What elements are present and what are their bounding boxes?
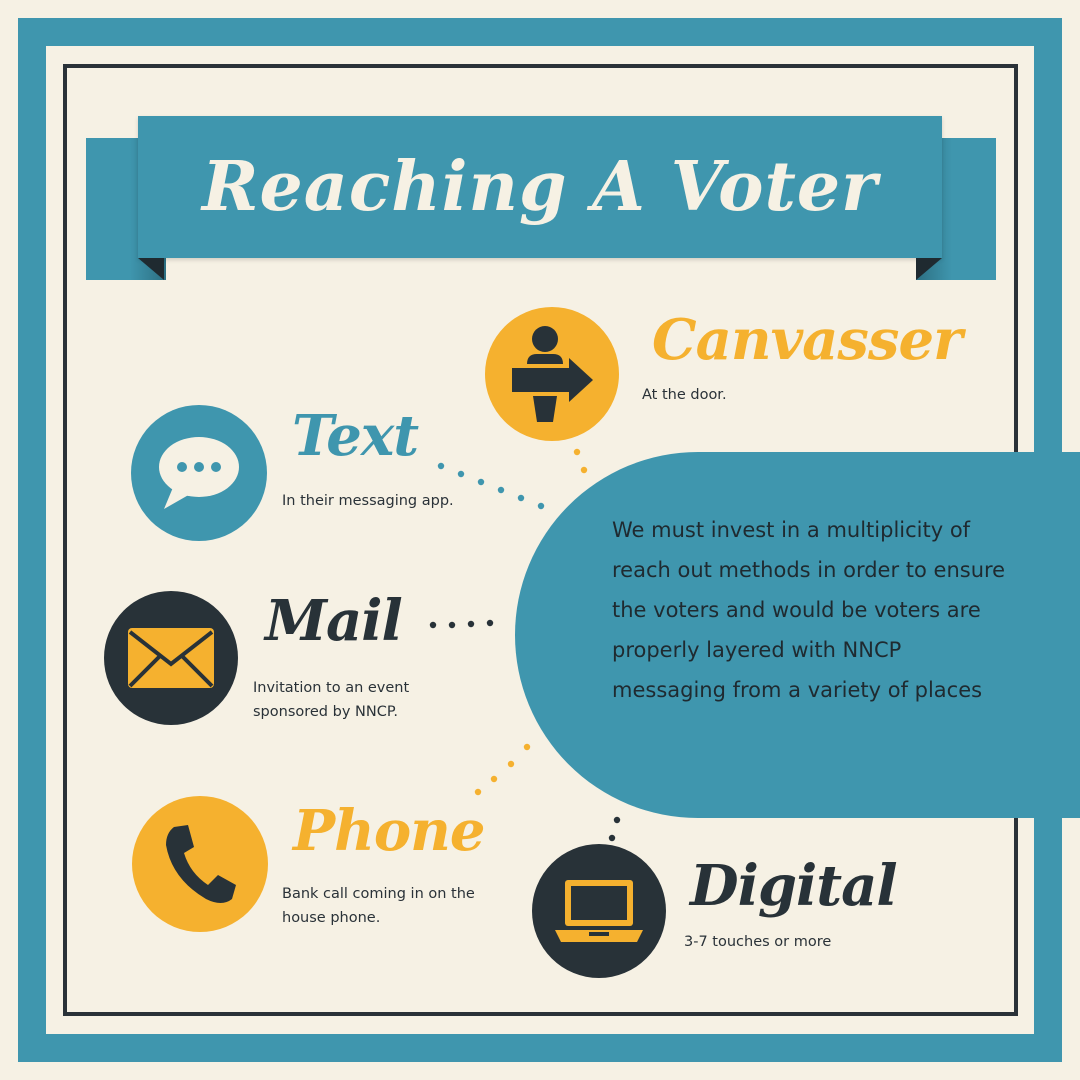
ribbon-fold-left <box>138 258 164 280</box>
summary-text: We must invest in a multiplicity of reac… <box>612 518 1006 702</box>
ribbon-fold-right <box>916 258 942 280</box>
phone-handset-icon <box>166 825 236 903</box>
canvasser-heading: Canvasser <box>652 307 963 373</box>
summary-panel <box>515 452 1080 818</box>
phone-circle <box>132 796 268 932</box>
canvasser-desc: At the door. <box>642 387 727 403</box>
page-title: Reaching A Voter <box>202 147 878 227</box>
text-desc: In their messaging app. <box>282 493 454 509</box>
laptop-icon <box>555 880 643 942</box>
phone-heading: Phone <box>293 798 486 864</box>
title-ribbon: Reaching A Voter <box>138 116 942 258</box>
mail-connector <box>429 619 494 629</box>
person-arrow-icon <box>512 326 593 422</box>
phone-desc: Bank call coming in on the house phone. <box>282 886 475 926</box>
canvasser-connector <box>573 448 588 474</box>
text-circle <box>131 405 267 541</box>
canvasser-circle <box>485 307 619 441</box>
text-heading: Text <box>292 403 419 469</box>
envelope-icon <box>128 628 214 688</box>
mail-circle <box>104 591 238 725</box>
text-connector <box>437 462 545 510</box>
mail-desc: Invitation to an event sponsored by NNCP… <box>253 680 410 720</box>
digital-desc: 3-7 touches or more <box>684 934 832 950</box>
digital-circle <box>532 844 666 978</box>
digital-connector <box>608 816 621 842</box>
mail-heading: Mail <box>265 588 403 654</box>
phone-connector <box>474 743 531 796</box>
chat-bubble-icon <box>159 437 239 509</box>
digital-heading: Digital <box>690 853 898 919</box>
